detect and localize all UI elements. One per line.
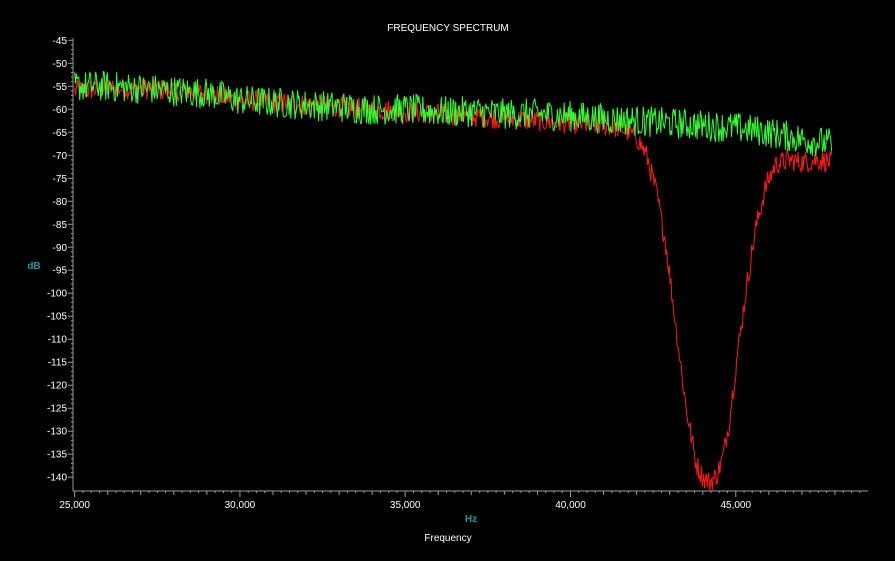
x-axis-label: Hz <box>465 514 477 525</box>
y-tick-label: -55 <box>53 82 68 93</box>
y-tick-label: -125 <box>47 404 67 415</box>
y-tick-label: -70 <box>53 151 68 162</box>
y-tick-label: -130 <box>47 427 67 438</box>
y-tick-label: -140 <box>47 473 67 484</box>
y-tick-label: -65 <box>53 128 68 139</box>
y-tick-label: -60 <box>53 105 68 116</box>
y-tick-label: -100 <box>47 289 67 300</box>
y-tick-label: -105 <box>47 312 67 323</box>
series-layer <box>74 70 833 491</box>
x-tick-label: 40,000 <box>555 500 586 511</box>
x-axis-description: Frequency <box>424 533 471 544</box>
x-tick-label: 25,000 <box>59 500 90 511</box>
y-tick-label: -75 <box>53 174 68 185</box>
y-tick-label: -45 <box>53 36 68 47</box>
y-tick-label: -95 <box>53 266 68 277</box>
y-tick-label: -115 <box>48 358 68 369</box>
y-axis-label: dB <box>27 261 40 272</box>
y-tick-label: -90 <box>53 243 68 254</box>
y-tick-label: -85 <box>53 220 68 231</box>
x-axis: 25,000 30,000 35,000 40,000 45,000 <box>59 491 861 511</box>
y-axis: -45 -50 -55 -60 -65 -70 -75 -80 -85 -90 -95 -100 -10… <box>47 36 73 484</box>
y-tick-label: -120 <box>47 381 67 392</box>
y-tick-label: -110 <box>48 335 68 346</box>
x-tick-label: 30,000 <box>225 500 256 511</box>
x-tick-label: 45,000 <box>720 500 751 511</box>
y-tick-label: -80 <box>53 197 68 208</box>
series-line-1 <box>74 78 833 491</box>
x-tick-label: 35,000 <box>390 500 421 511</box>
chart-title: FREQUENCY SPECTRUM <box>387 23 509 34</box>
series-line-2 <box>74 70 833 157</box>
y-tick-label: -50 <box>53 59 68 70</box>
y-tick-label: -135 <box>47 450 67 461</box>
